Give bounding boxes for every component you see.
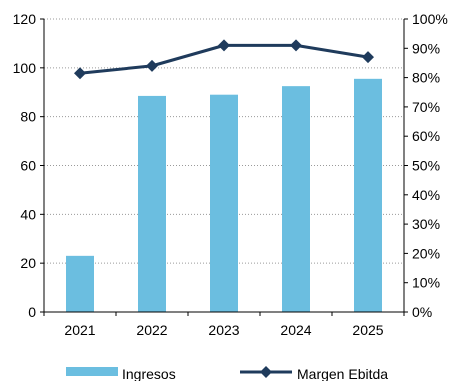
x-tick-label: 2021 [64,322,95,338]
right-tick-label: 50% [412,158,440,174]
x-axis-ticks: 2021 2022 2023 2024 2025 [43,312,405,338]
x-tick-label: 2023 [208,322,239,338]
right-tick-label: 90% [412,40,440,56]
right-tick-label: 40% [412,187,440,203]
right-tick-label: 100% [412,11,448,27]
right-tick-label: 10% [412,275,440,291]
x-tick-label: 2024 [280,322,311,338]
left-axis-ticks: 0 20 40 60 80 100 120 [13,11,44,320]
right-axis-ticks: 0% 10% 20% 30% 40% 50% 60% 70% 80% 90% 100% [404,11,448,320]
legend: Ingresos Margen Ebitda [66,366,388,381]
bar-series [66,78,382,312]
bar-2022 [138,95,166,312]
left-tick-label: 80 [20,109,36,125]
line-marker-2022 [146,59,158,72]
line-marker-2025 [362,51,374,64]
left-tick-label: 60 [20,158,36,174]
left-tick-label: 100 [13,60,37,76]
bar-2024 [282,86,310,312]
right-tick-label: 60% [412,128,440,144]
legend-label-ingresos: Ingresos [122,366,176,381]
left-tick-label: 120 [13,11,37,27]
line-marker-2021 [74,67,86,80]
left-tick-label: 0 [28,304,36,320]
line-series [74,39,374,80]
x-tick-label: 2022 [136,322,167,338]
bar-2025 [354,78,382,312]
right-tick-label: 70% [412,99,440,115]
right-tick-label: 20% [412,245,440,261]
left-tick-label: 40 [20,206,36,222]
right-tick-label: 0% [412,304,432,320]
left-tick-label: 20 [20,255,36,271]
legend-label-margen: Margen Ebitda [297,366,388,381]
legend-marker-margen [260,366,272,378]
bar-2021 [66,255,94,312]
line-marker-2024 [290,39,302,52]
bar-2023 [210,94,238,312]
right-tick-label: 30% [412,216,440,232]
right-tick-label: 80% [412,70,440,86]
legend-swatch-ingresos [66,367,118,376]
x-tick-label: 2025 [352,322,383,338]
line-marker-2023 [218,39,230,52]
